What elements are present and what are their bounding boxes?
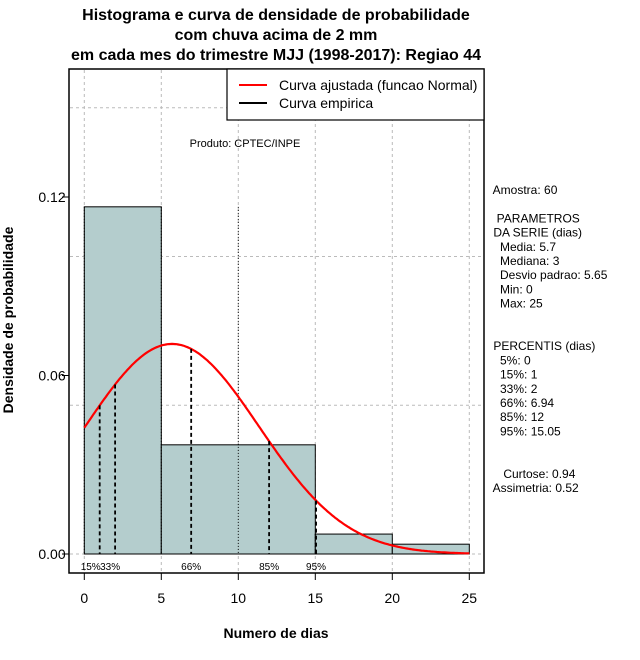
- chart-title-line-3: em cada mes do trimestre MJJ (1998-2017)…: [71, 47, 481, 64]
- percentile-label: 95%: [306, 562, 326, 573]
- legend-label-empirical: Curva empirica: [279, 95, 373, 111]
- side-panel-line: 33%: 2: [490, 382, 538, 396]
- x-tick-label: 0: [80, 590, 88, 606]
- legend-label-fitted: Curva ajustada (funcao Normal): [279, 77, 477, 93]
- y-axis-label: Densidade de probabilidade: [0, 226, 16, 413]
- histogram-bar: [83, 206, 162, 555]
- side-panel-line: 95%: 15.05: [490, 424, 561, 438]
- chart-title-line-2: com chuva acima de 2 mm: [175, 27, 378, 44]
- side-panel-line: 66%: 6.94: [490, 396, 554, 410]
- percentile-label: 15%: [81, 562, 101, 573]
- x-tick-label: 25: [462, 590, 478, 606]
- histogram-bar: [160, 444, 316, 555]
- series-parameters-panel: Amostra: 60 PARAMETROS DA SERIE (dias) M…: [490, 183, 608, 495]
- y-tick-label: 0.06: [38, 368, 65, 384]
- side-panel-line: PERCENTIS (dias): [490, 339, 595, 353]
- x-tick-label: 15: [308, 590, 324, 606]
- x-tick-label: 5: [157, 590, 165, 606]
- product-annotation: Produto: CPTEC/INPE: [190, 138, 301, 150]
- histogram-bar: [391, 543, 470, 555]
- histogram-bar: [314, 533, 393, 555]
- x-axis-label: Numero de dias: [223, 625, 328, 641]
- side-panel-line: Media: 5.7: [490, 240, 556, 254]
- side-panel-line: Max: 25: [490, 297, 543, 311]
- side-panel-line: Desvio padrao: 5.65: [490, 268, 608, 282]
- percentile-label: 33%: [100, 562, 120, 573]
- side-panel-line: 15%: 1: [490, 368, 538, 382]
- x-tick-label: 20: [385, 590, 401, 606]
- legend: Curva ajustada (funcao Normal) Curva emp…: [226, 68, 485, 121]
- side-panel-line: Mediana: 3: [490, 254, 560, 268]
- x-tick-label: 10: [231, 590, 247, 606]
- side-panel-line: 5%: 0: [490, 353, 531, 367]
- percentile-label: 85%: [259, 562, 279, 573]
- side-panel-line: DA SERIE (dias): [490, 226, 582, 240]
- side-panel-line: 85%: 12: [490, 410, 544, 424]
- side-panel-line: Amostra: 60: [490, 183, 558, 197]
- side-panel-line: Curtose: 0.94: [490, 467, 576, 481]
- normal-fit-curve: [83, 342, 470, 555]
- y-tick-label: 0.00: [38, 546, 65, 562]
- side-panel-line: Assimetria: 0.52: [490, 481, 579, 495]
- side-panel-line: Min: 0: [490, 282, 533, 296]
- y-tick-label: 0.12: [38, 189, 65, 205]
- percentile-label: 66%: [181, 562, 201, 573]
- side-panel-line: PARAMETROS: [490, 211, 580, 225]
- chart-title-line-1: Histograma e curva de densidade de proba…: [82, 7, 470, 24]
